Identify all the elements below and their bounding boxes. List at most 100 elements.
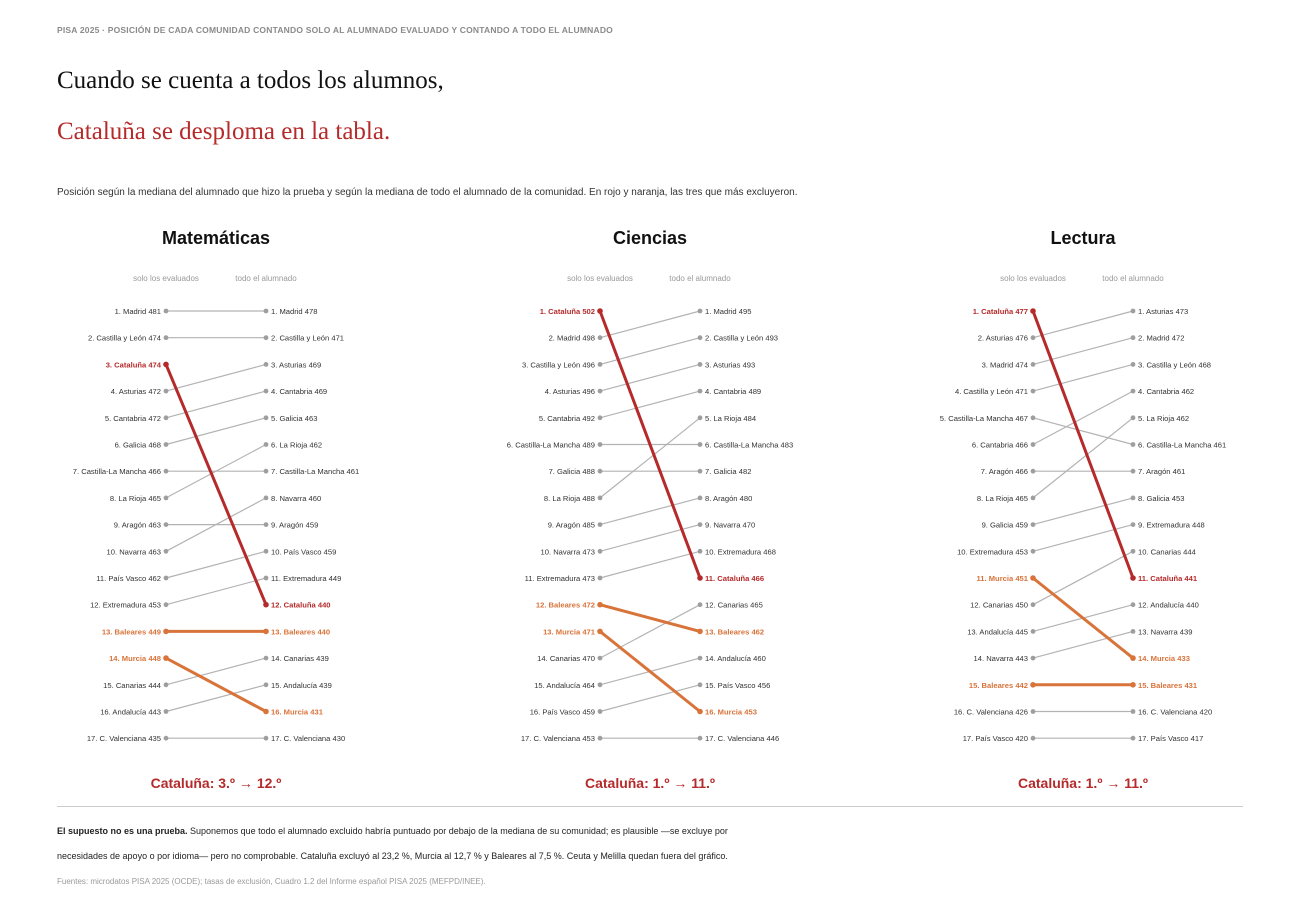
note-rest: Suponemos que todo el alumnado excluido … [187,826,728,836]
slope-line-galicia [1032,497,1134,526]
slope-line-andalucia [165,684,267,713]
slope-line-pais-vasco [165,550,267,579]
left-dot-pais-vasco [1030,735,1036,741]
left-label-andalucia: 15. Andalucía 464 [534,681,595,690]
right-label-aragon: 7. Aragón 461 [1138,467,1185,476]
left-label-asturias: 4. Asturias 472 [111,387,161,396]
left-dot-galicia [597,468,603,474]
left-label-cantabria: 5. Cantabria 472 [105,414,161,423]
left-dot-baleares [1030,682,1036,688]
left-dot-cantabria [1030,442,1036,447]
right-label-castilla-y-leon: 2. Castilla y León 471 [271,334,344,343]
chart-caption: Cataluña: 1.º → 11.º [1018,775,1148,791]
left-label-castilla-y-leon: 3. Castilla y León 496 [522,360,595,369]
left-label-aragon: 9. Aragón 463 [114,521,161,530]
slope-line-murcia [164,656,268,713]
left-dot-cantabria [163,415,169,421]
right-label-baleares: 13. Baleares 462 [705,627,764,636]
left-dot-extremadura [597,575,603,581]
left-column-label: solo los evaluados [133,274,199,283]
right-label-andalucia: 14. Andalucía 460 [705,654,766,663]
right-label-madrid: 1. Madrid 478 [271,307,317,316]
right-dot-cataluna [263,601,269,608]
right-dot-asturias [263,362,269,367]
right-label-castilla-la-mancha: 6. Castilla-La Mancha 461 [1138,441,1226,450]
left-dot-extremadura [163,602,169,608]
right-label-madrid: 2. Madrid 472 [1138,334,1184,343]
chart-caption: Cataluña: 1.º → 11.º [585,775,715,791]
left-dot-extremadura [1030,548,1036,554]
left-dot-asturias [597,388,603,394]
left-dot-cataluna [163,361,169,368]
right-dot-castilla-y-leon [263,335,269,341]
slope-line-cantabria [1032,390,1134,446]
source: Fuentes: microdatos PISA 2025 (OCDE); ta… [57,877,486,886]
right-label-c-valenciana: 17. C. Valenciana 446 [705,734,779,743]
slope-line-canarias [1032,550,1134,606]
left-label-cataluna: 1. Cataluña 477 [973,307,1028,316]
left-dot-castilla-y-leon [163,335,169,341]
left-label-cataluna: 3. Cataluña 474 [106,360,162,369]
right-label-cataluna: 11. Cataluña 441 [1138,574,1198,583]
slope-line-navarra [599,524,701,552]
left-dot-c-valenciana [597,735,603,741]
slope-line-extremadura [599,550,701,579]
left-label-galicia: 7. Galicia 488 [549,467,595,476]
left-dot-murcia [1030,575,1036,581]
right-dot-andalucia [1130,602,1136,608]
slope-line-navarra [1032,630,1134,659]
right-dot-murcia [1130,655,1136,661]
left-dot-cataluna [597,308,603,314]
left-dot-pais-vasco [597,709,603,714]
right-dot-la-rioja [697,415,703,421]
left-dot-canarias [597,655,603,661]
left-dot-la-rioja [597,495,603,501]
left-label-murcia: 14. Murcia 448 [109,654,161,663]
right-column-label: todo el alumnado [669,274,731,283]
right-label-cataluna: 12. Cataluña 440 [271,601,331,610]
left-label-murcia: 13. Murcia 471 [543,627,596,636]
slope-line-castilla-la-mancha [1032,417,1134,446]
right-dot-madrid [697,308,703,314]
slope-line-la-rioja [599,417,701,499]
left-dot-canarias [163,682,169,688]
slope-line-castilla-y-leon [599,337,701,365]
right-label-cataluna: 11. Cataluña 466 [705,574,764,583]
right-label-asturias: 1. Asturias 473 [1138,307,1188,316]
left-label-andalucia: 16. Andalucía 443 [100,708,161,717]
right-dot-cantabria [263,388,269,394]
left-dot-asturias [163,388,169,394]
right-label-c-valenciana: 16. C. Valenciana 420 [1138,708,1212,717]
left-label-canarias: 12. Canarias 450 [970,601,1028,610]
left-label-extremadura: 10. Extremadura 453 [957,547,1028,556]
left-label-aragon: 7. Aragón 466 [981,467,1028,476]
right-label-murcia: 16. Murcia 453 [705,708,757,717]
right-label-cantabria: 4. Cantabria 469 [271,387,327,396]
right-dot-cantabria [697,388,703,394]
left-label-galicia: 6. Galicia 468 [115,441,161,450]
left-label-extremadura: 12. Extremadura 453 [90,601,161,610]
slope-line-cantabria [165,390,267,419]
slope-line-baleares [598,603,702,633]
left-dot-navarra [163,548,169,554]
slope-line-murcia [1031,576,1135,660]
chart-caption: Cataluña: 3.º → 12.º [151,775,282,791]
right-dot-pais-vasco [263,548,269,554]
right-label-navarra: 8. Navarra 460 [271,494,321,503]
slope-line-cataluna [164,362,268,607]
left-label-pais-vasco: 16. País Vasco 459 [530,708,595,717]
right-label-galicia: 7. Galicia 482 [705,467,751,476]
right-dot-c-valenciana [263,735,269,741]
kicker: PISA 2025 · POSICIÓN DE CADA COMUNIDAD C… [57,25,613,35]
left-dot-la-rioja [163,495,169,501]
left-label-castilla-y-leon: 2. Castilla y León 474 [88,334,161,343]
right-label-asturias: 3. Asturias 493 [705,360,755,369]
left-dot-castilla-la-mancha [1030,415,1036,421]
divider [57,806,1243,807]
left-label-canarias: 14. Canarias 470 [537,654,595,663]
left-dot-murcia [163,655,169,661]
left-label-murcia: 11. Murcia 451 [976,574,1028,583]
left-dot-galicia [1030,522,1036,527]
right-dot-castilla-la-mancha [697,442,703,447]
slope-line-extremadura [165,577,267,606]
